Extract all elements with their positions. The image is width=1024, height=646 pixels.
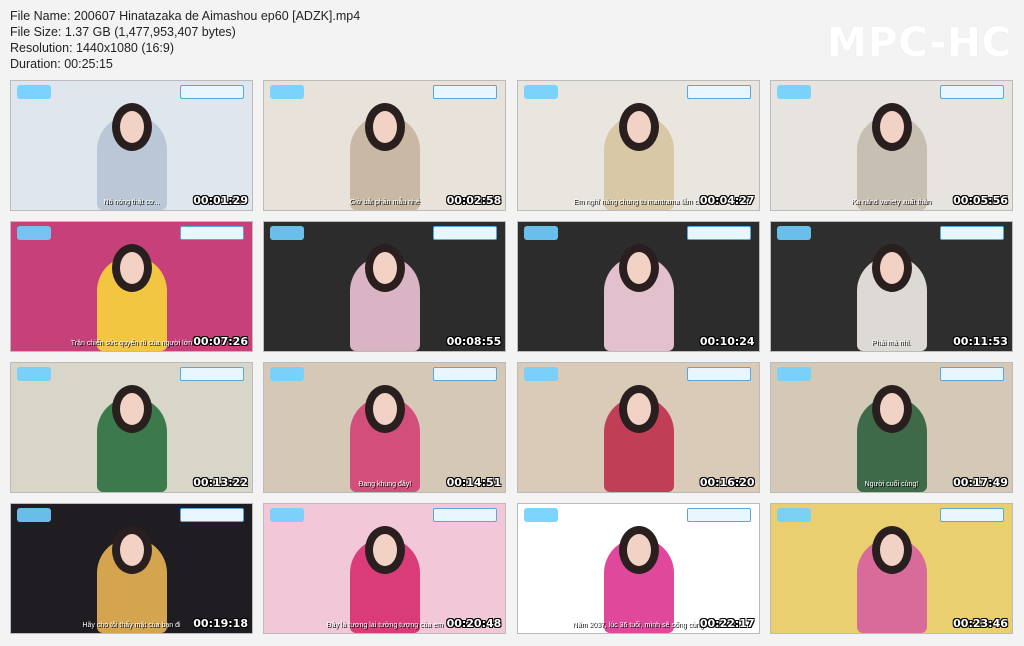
thumbnail-grid: Nó nóng thật cơ... 00:01:29 Giờ bắt phần m… [10,80,1014,636]
show-corner-caption [180,367,244,381]
video-thumbnail: Năm 2037, lúc 36 tuổi, mình sẽ sống cùng… [516,503,760,634]
timestamp-label: 00:10:24 [699,335,755,348]
subtitle-text: Em nghĩ năng chung tu mantrama lắm cơ [573,199,703,206]
video-thumbnail: Giờ bắt phần mẫu nhé 00:02:58 [263,80,507,211]
timestamp-label: 00:17:49 [953,476,1008,489]
timestamp-label: 00:08:55 [446,335,502,348]
subtitle-text: Giờ bắt phần mẫu nhé [349,199,420,206]
show-corner-caption [686,367,751,381]
timestamp-label: 00:20:48 [446,617,502,630]
person-head [618,526,659,574]
video-thumbnail: 00:16:20 [516,362,760,493]
show-corner-caption [939,226,1004,240]
show-corner-caption [180,508,244,522]
timestamp-label: 00:07:26 [193,335,248,348]
show-corner-caption [939,85,1004,99]
timestamp-label: 00:23:46 [953,617,1008,630]
video-thumbnail: Hãy cho tôi thấy mặt của bạn đi 00:19:18 [10,503,253,634]
person-head [618,103,659,151]
show-corner-caption [686,508,751,522]
person-head [112,103,152,151]
person-head [365,385,406,433]
video-thumbnail: Trận chiến sức quyến rũ của người lớn 00:… [10,221,253,352]
show-logo-badge [776,226,811,240]
person-head [365,526,406,574]
person-head [871,526,912,574]
video-thumbnail: Đây là tương lai tưởng tượng của em 00:20… [263,503,507,634]
show-logo-badge [270,226,305,240]
person-head [871,244,912,292]
show-corner-caption [433,508,498,522]
subtitle-text: Nó nóng thật cơ... [103,199,160,206]
file-name-line: File Name: 200607 Hinatazaka de Aimashou… [10,9,361,23]
mpc-hc-logo: MPC-HC [827,20,1012,66]
show-logo-badge [523,508,558,522]
timestamp-label: 00:19:18 [193,617,248,630]
show-logo-badge [17,85,51,99]
show-corner-caption [939,508,1004,522]
subtitle-text: Đang khung đây! [358,481,412,488]
video-thumbnail: Người cuối cùng! 00:17:49 [769,362,1013,493]
person-head [112,526,152,574]
timestamp-label: 00:11:53 [953,335,1008,348]
subtitle-text: Phải mà nhỉ. [871,340,911,347]
show-logo-badge [523,367,558,381]
show-logo-badge [270,508,305,522]
timestamp-label: 00:13:22 [193,476,248,489]
video-thumbnail: Đang khung đây! 00:14:51 [263,362,507,493]
file-info-panel: File Name: 200607 Hinatazaka de Aimashou… [10,8,360,72]
video-thumbnail: Phải mà nhỉ. 00:11:53 [769,221,1013,352]
subtitle-text: Trận chiến sức quyến rũ của người lớn [70,340,193,347]
subtitle-text: Năm 2037, lúc 36 tuổi, mình sẽ sống cùng [572,622,704,629]
timestamp-label: 00:01:29 [193,194,248,207]
duration-line: Duration: 00:25:15 [10,57,113,71]
timestamp-label: 00:02:58 [446,194,502,207]
timestamp-label: 00:05:56 [953,194,1008,207]
show-corner-caption [433,85,498,99]
person-head [112,385,152,433]
show-logo-badge [270,367,305,381]
show-corner-caption [686,226,751,240]
subtitle-text: Người cuối cùng! [864,481,919,488]
show-corner-caption [939,367,1004,381]
video-thumbnail: Nó nóng thật cơ... 00:01:29 [10,80,253,211]
show-logo-badge [17,226,51,240]
show-corner-caption [433,367,498,381]
show-corner-caption [433,226,498,240]
show-logo-badge [776,508,811,522]
resolution-line: Resolution: 1440x1080 (16:9) [10,41,175,55]
video-thumbnail: 00:10:24 [516,221,760,352]
show-logo-badge [17,367,51,381]
subtitle-text: Đây là tương lai tưởng tượng của em [326,622,444,629]
show-logo-badge [523,85,558,99]
show-logo-badge [17,508,51,522]
show-logo-badge [776,85,811,99]
person-head [618,385,659,433]
timestamp-label: 00:22:17 [699,617,755,630]
show-logo-badge [270,85,305,99]
show-logo-badge [523,226,558,240]
person-head [365,244,406,292]
show-logo-badge [776,367,811,381]
show-corner-caption [180,226,244,240]
timestamp-label: 00:04:27 [699,194,755,207]
video-thumbnail: Ka nănd variety xuất thân 00:05:56 [769,80,1013,211]
subtitle-text: Hãy cho tôi thấy mặt của bạn đi [82,622,181,629]
file-size-line: File Size: 1.37 GB (1,477,953,407 bytes) [10,25,236,39]
video-thumbnail: 00:08:55 [263,221,507,352]
timestamp-label: 00:14:51 [446,476,502,489]
person-head [871,103,912,151]
subtitle-text: Ka nănd variety xuất thân [851,199,932,206]
video-thumbnail: Em nghĩ năng chung tu mantrama lắm cơ 00:… [516,80,760,211]
person-head [618,244,659,292]
timestamp-label: 00:16:20 [699,476,755,489]
person-head [365,103,406,151]
video-thumbnail: 00:23:46 [769,503,1013,634]
show-corner-caption [686,85,751,99]
person-head [871,385,912,433]
show-corner-caption [180,85,244,99]
video-thumbnail: 00:13:22 [10,362,253,493]
person-head [112,244,152,292]
